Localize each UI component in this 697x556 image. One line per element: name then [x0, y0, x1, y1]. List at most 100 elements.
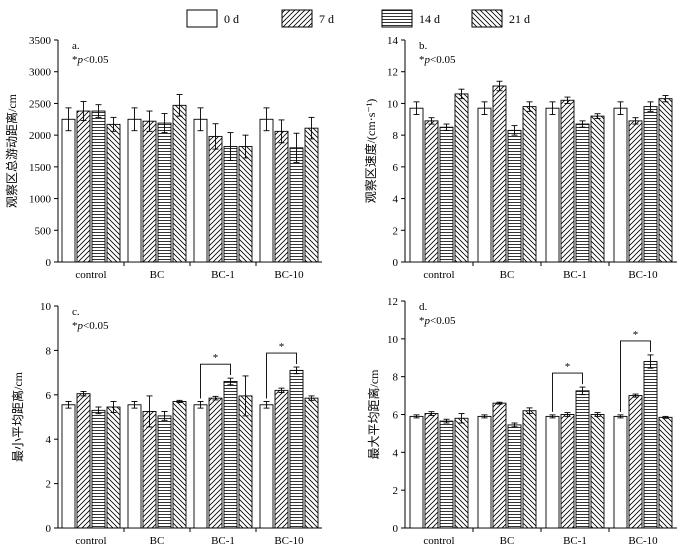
- y-tick-label: 4: [393, 194, 399, 206]
- panel-label: a.: [72, 40, 80, 52]
- y-tick-label: 0: [393, 523, 399, 535]
- x-tick-label: control: [75, 535, 106, 547]
- bar-14d-control: [91, 110, 106, 263]
- bar-7d-BC-1: [208, 135, 223, 263]
- bar-21d-BC-10: [658, 98, 673, 263]
- significance-label: *: [633, 329, 639, 341]
- bar-7d-BC-1: [560, 414, 575, 529]
- bar-7d-BC: [142, 411, 157, 529]
- bar-7d-BC-10: [274, 389, 289, 529]
- bar-7d-control: [424, 120, 439, 263]
- y-tick-label: 6: [46, 390, 52, 402]
- y-tick-label: 10: [387, 334, 399, 346]
- bar-0d-BC: [127, 118, 142, 263]
- bar-0d-BC: [477, 107, 492, 263]
- y-tick-label: 0: [46, 523, 52, 535]
- legend-label-1: 7 d: [319, 12, 334, 26]
- bar-21d-BC-1: [238, 146, 253, 263]
- bar-21d-BC-10: [658, 416, 673, 529]
- significance-note: *p<0.05: [72, 320, 109, 332]
- y-tick-label: 12: [387, 296, 398, 308]
- bar-7d-BC-10: [274, 130, 289, 263]
- legend: 0 d 7 d 14 d 21 d: [186, 9, 530, 28]
- significance-label: *: [279, 341, 285, 353]
- bar-0d-BC-10: [259, 118, 274, 263]
- bar-14d-BC-1: [223, 381, 238, 529]
- bar-0d-BC-10: [259, 404, 274, 529]
- y-tick-label: 3500: [29, 35, 52, 47]
- bar-0d-BC: [477, 415, 492, 529]
- legend-swatch-3: [471, 9, 503, 28]
- y-axis-label: 观察区总游动距离/cm: [4, 93, 19, 208]
- bar-14d-BC-1: [575, 390, 590, 529]
- bar-14d-BC-10: [289, 369, 304, 529]
- bar-21d-control: [454, 417, 469, 529]
- bar-21d-BC-10: [304, 127, 319, 263]
- bar-0d-BC: [127, 404, 142, 529]
- bar-0d-control: [409, 415, 424, 529]
- y-tick-label: 3000: [29, 67, 52, 79]
- bar-7d-control: [424, 413, 439, 529]
- x-tick-label: BC-1: [211, 535, 235, 547]
- bar-14d-BC-1: [223, 146, 238, 263]
- bar-14d-BC-1: [575, 123, 590, 263]
- y-axis-label: 观察区速度/(cm·s⁻¹): [363, 99, 378, 204]
- bar-7d-BC-10: [628, 120, 643, 263]
- panel-label: d.: [419, 301, 428, 313]
- bar-0d-BC-1: [545, 107, 560, 263]
- bar-21d-BC-1: [590, 115, 605, 263]
- x-tick-label: BC: [500, 535, 515, 547]
- legend-label-3: 21 d: [509, 12, 530, 26]
- x-tick-label: BC-1: [563, 269, 587, 281]
- significance-bracket: [620, 340, 651, 412]
- y-tick-label: 2: [393, 485, 399, 497]
- significance-bracket: [200, 363, 231, 399]
- y-tick-label: 0: [393, 257, 399, 269]
- x-tick-label: control: [75, 269, 106, 281]
- y-tick-label: 1500: [29, 162, 52, 174]
- bar-0d-control: [61, 404, 76, 529]
- x-tick-label: BC-10: [274, 535, 304, 547]
- significance-note: *p<0.05: [419, 54, 456, 66]
- bar-21d-BC: [522, 410, 537, 529]
- significance-bracket: [552, 372, 583, 412]
- y-tick-label: 500: [35, 225, 52, 237]
- x-tick-label: BC-1: [563, 535, 587, 547]
- bar-7d-BC: [142, 120, 157, 263]
- bar-14d-BC-10: [643, 361, 658, 529]
- x-tick-label: control: [423, 269, 454, 281]
- legend-label-0: 0 d: [224, 12, 239, 26]
- x-tick-label: BC: [500, 269, 515, 281]
- x-tick-label: BC: [150, 269, 165, 281]
- bar-21d-BC-10: [304, 397, 319, 529]
- bar-21d-control: [106, 123, 121, 263]
- bar-0d-control: [409, 107, 424, 263]
- bar-14d-BC: [157, 122, 172, 263]
- y-tick-label: 0: [46, 257, 52, 269]
- y-tick-label: 10: [387, 98, 399, 110]
- bar-14d-BC: [507, 424, 522, 529]
- significance-label: *: [213, 352, 219, 364]
- y-tick-label: 2: [46, 479, 52, 491]
- legend-label-2: 14 d: [419, 12, 440, 26]
- y-tick-label: 4: [393, 447, 399, 459]
- x-tick-label: BC-10: [274, 269, 304, 281]
- bar-21d-BC-1: [590, 414, 605, 529]
- chart-panel-0: 0 500 1000 1500 2000 2500 3000 3500 control BC BC-…: [4, 35, 322, 281]
- bar-14d-control: [439, 420, 454, 529]
- bar-7d-BC: [492, 85, 507, 263]
- legend-swatch-1: [281, 9, 313, 28]
- y-tick-label: 8: [393, 130, 399, 142]
- bar-21d-BC: [522, 106, 537, 263]
- chart-panel-1: 0 2 4 6 8 10 12 14 control BC BC-1 BC-10 b. *p<0.05 观察…: [363, 35, 677, 281]
- chart-panel-2: 0 2 4 6 8 10 control BC BC-1 BC-10 * * c. *p<0.05 最小平均…: [10, 301, 322, 547]
- bar-14d-BC-10: [289, 147, 304, 263]
- y-tick-label: 1000: [29, 194, 52, 206]
- y-axis-label: 最小平均距离/cm: [10, 371, 25, 462]
- y-tick-label: 10: [40, 301, 52, 313]
- panel-label: b.: [419, 40, 428, 52]
- bar-21d-BC: [172, 104, 187, 263]
- bar-14d-control: [439, 126, 454, 263]
- significance-bracket: [266, 352, 297, 399]
